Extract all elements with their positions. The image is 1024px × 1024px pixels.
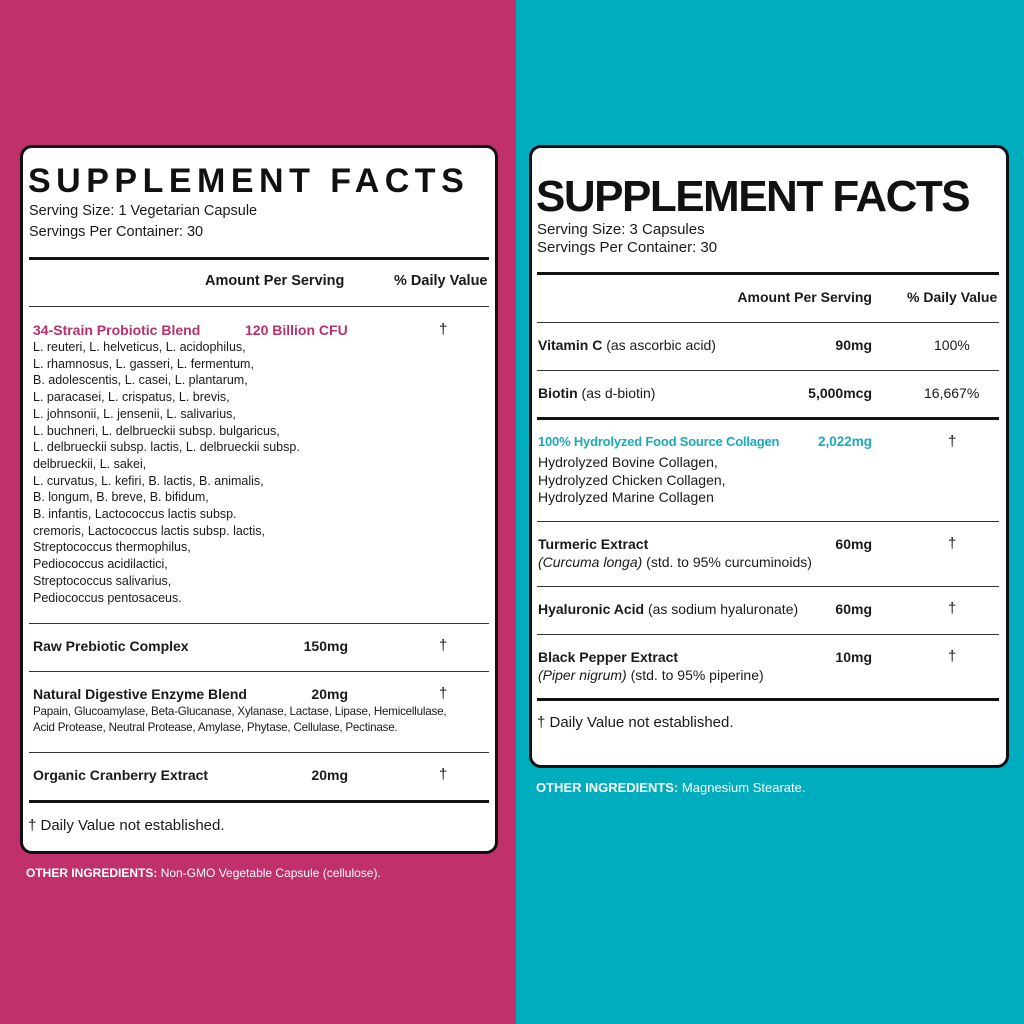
strain-line: delbrueckii, L. sakei, — [33, 456, 147, 471]
left-servings-per-container: Servings Per Container: 30 — [29, 224, 204, 240]
left-header-amount: Amount Per Serving — [205, 273, 345, 289]
divider — [29, 800, 489, 803]
other-ingredients-label: OTHER INGREDIENTS: — [536, 780, 679, 795]
latin-name: (Curcuma longa) — [538, 554, 643, 570]
enzyme-detail: Acid Protease, Neutral Protease, Amylase… — [33, 721, 398, 734]
divider — [537, 698, 999, 701]
ingredient-qualifier: (as sodium hyaluronate) — [647, 601, 799, 617]
latin-name: (Piper nigrum) — [538, 667, 627, 683]
divider — [537, 272, 999, 275]
ingredient-name: Turmeric Extract — [538, 536, 649, 552]
strain-line: cremoris, Lactococcus lactis subsp. lact… — [33, 523, 266, 538]
strain-line: L. johnsonii, L. jensenii, L. salivarius… — [33, 406, 236, 421]
left-footnote: † Daily Value not established. — [28, 817, 225, 834]
divider — [29, 257, 489, 260]
ingredient-name: 100% Hydrolyzed Food Source Collagen — [538, 434, 780, 449]
daily-value: † — [948, 600, 957, 617]
daily-value: † — [439, 637, 448, 654]
divider — [537, 634, 999, 635]
right-footnote: † Daily Value not established. — [537, 714, 734, 731]
ingredient-row: Hyaluronic Acid (as sodium hyaluronate) — [538, 601, 798, 617]
strain-line: Streptococcus thermophilus, — [33, 540, 191, 555]
collagen-detail: Hydrolyzed Marine Collagen — [538, 489, 714, 505]
daily-value: † — [948, 433, 957, 450]
right-serving-size: Serving Size: 3 Capsules — [537, 221, 705, 238]
enzyme-detail: Papain, Glucoamylase, Beta-Glucanase, Xy… — [33, 705, 447, 718]
divider — [29, 752, 489, 753]
ingredient-amount: 90mg — [835, 337, 872, 353]
ingredient-name: 34-Strain Probiotic Blend — [33, 322, 201, 338]
strain-line: L. delbrueckii subsp. lactis, L. delbrue… — [33, 440, 300, 455]
ingredient-sub: (Curcuma longa) (std. to 95% curcuminoid… — [538, 554, 812, 570]
ingredient-name: Organic Cranberry Extract — [33, 767, 209, 783]
daily-value: † — [948, 648, 957, 665]
strain-line: Pediococcus acidilactici, — [33, 557, 168, 572]
right-supplement-facts-panel — [529, 145, 1009, 768]
other-ingredients-value: Magnesium Stearate. — [681, 780, 806, 795]
right-title: SUPPLEMENT FACTS — [536, 172, 971, 221]
daily-value: † — [439, 766, 448, 783]
ingredient-amount: 2,022mg — [817, 434, 872, 449]
standardization: (std. to 95% curcuminoids) — [646, 554, 812, 570]
strain-line: L. paracasei, L. crispatus, L. brevis, — [33, 390, 230, 405]
other-ingredients-value: Non-GMO Vegetable Capsule (cellulose). — [160, 866, 381, 880]
strain-line: B. infantis, Lactococcus lactis subsp. — [33, 507, 237, 522]
divider — [537, 370, 999, 371]
divider — [537, 417, 999, 420]
daily-value: 16,667% — [924, 385, 980, 401]
left-serving-size: Serving Size: 1 Vegetarian Capsule — [29, 203, 258, 219]
left-other-ingredients: OTHER INGREDIENTS: Non-GMO Vegetable Cap… — [26, 866, 381, 880]
ingredient-amount: 60mg — [835, 601, 872, 617]
divider — [29, 306, 489, 307]
ingredient-name: Natural Digestive Enzyme Blend — [33, 686, 247, 702]
right-servings-per-container: Servings Per Container: 30 — [537, 239, 718, 256]
probiotic-strain-list: L. reuteri, L. helveticus, L. acidophilu… — [33, 339, 300, 606]
ingredient-name: Black Pepper Extract — [538, 649, 679, 665]
ingredient-amount: 20mg — [311, 767, 348, 783]
strain-line: L. reuteri, L. helveticus, L. acidophilu… — [33, 340, 246, 354]
daily-value: † — [439, 321, 448, 338]
divider — [29, 623, 489, 624]
divider — [537, 322, 999, 323]
collagen-detail: Hydrolyzed Bovine Collagen, — [538, 454, 718, 470]
divider — [537, 586, 999, 587]
left-supplement-facts-panel — [20, 145, 498, 854]
right-other-ingredients: OTHER INGREDIENTS: Magnesium Stearate. — [536, 780, 806, 795]
ingredient-qualifier: (as d-biotin) — [581, 385, 656, 401]
strain-line: Pediococcus pentosaceus. — [33, 590, 182, 605]
ingredient-row: Vitamin C (as ascorbic acid) — [538, 337, 716, 353]
ingredient-name: Raw Prebiotic Complex — [33, 638, 189, 654]
standardization: (std. to 95% piperine) — [630, 667, 764, 683]
ingredient-name: Vitamin C — [538, 337, 603, 353]
ingredient-amount: 10mg — [835, 649, 872, 665]
daily-value: † — [948, 535, 957, 552]
right-header-amount: Amount Per Serving — [737, 289, 872, 305]
ingredient-amount: 60mg — [835, 536, 872, 552]
ingredient-name: Hyaluronic Acid — [538, 601, 645, 617]
ingredient-row: Biotin (as d-biotin) — [538, 385, 655, 401]
ingredient-qualifier: (as ascorbic acid) — [606, 337, 716, 353]
divider — [29, 671, 489, 672]
daily-value: 100% — [934, 337, 970, 353]
collagen-detail: Hydrolyzed Chicken Collagen, — [538, 472, 726, 488]
strain-line: L. curvatus, L. kefiri, B. lactis, B. an… — [33, 473, 264, 488]
ingredient-name: Biotin — [538, 385, 578, 401]
other-ingredients-label: OTHER INGREDIENTS: — [26, 866, 158, 880]
strain-line: B. longum, B. breve, B. bifidum, — [33, 490, 209, 505]
left-title: SUPPLEMENT FACTS — [28, 162, 470, 200]
ingredient-amount: 20mg — [311, 686, 348, 702]
daily-value: † — [439, 685, 448, 702]
strain-line: B. adolescentis, L. casei, L. plantarum, — [33, 373, 248, 388]
strain-line: L. buchneri, L. delbrueckii subsp. bulga… — [33, 423, 280, 438]
strain-line: Streptococcus salivarius, — [33, 573, 172, 588]
divider — [537, 521, 999, 522]
ingredient-amount: 5,000mcg — [808, 385, 872, 401]
ingredient-amount: 120 Billion CFU — [245, 322, 348, 338]
left-header-dv: % Daily Value — [394, 273, 488, 289]
strain-line: L. rhamnosus, L. gasseri, L. fermentum, — [33, 356, 254, 371]
ingredient-amount: 150mg — [303, 638, 348, 654]
right-header-dv: % Daily Value — [907, 289, 998, 305]
ingredient-sub: (Piper nigrum) (std. to 95% piperine) — [538, 667, 764, 683]
